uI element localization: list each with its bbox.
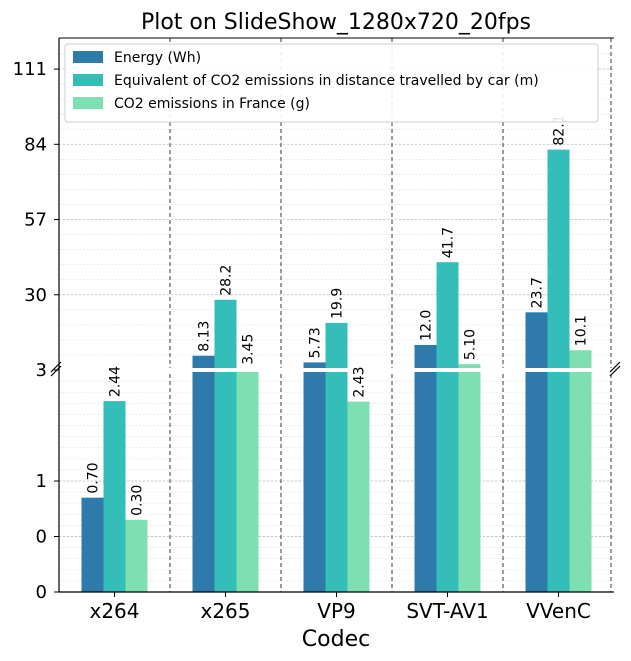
legend-label: Energy (Wh) (114, 50, 201, 66)
data-label: 12.0 (419, 310, 435, 341)
data-label: 3.45 (241, 334, 257, 365)
data-label: 5.73 (308, 327, 324, 358)
break-band (53, 368, 620, 372)
y-tick-label: 84 (24, 134, 47, 155)
data-label: 19.9 (330, 288, 346, 319)
bar (303, 362, 326, 592)
category-labels: x264 x265 VP9 SVT-AV1 VVenC (89, 599, 590, 623)
x-axis-title: Codec (302, 627, 370, 652)
category-label: x264 (89, 599, 139, 623)
bar (236, 368, 259, 592)
legend-swatch (73, 97, 103, 109)
data-label: 23.7 (530, 277, 546, 308)
data-label: 41.7 (441, 227, 457, 258)
data-label: 2.43 (352, 366, 368, 397)
y-tick-label: 30 (24, 285, 47, 306)
legend: Energy (Wh) Equivalent of CO2 emissions i… (64, 43, 599, 123)
y-tick-label: 0 (36, 527, 47, 548)
bar (103, 401, 126, 592)
bar (81, 497, 104, 592)
data-label: 0.30 (130, 485, 146, 516)
bar (436, 262, 459, 592)
y-tick-label: 0 (36, 582, 47, 603)
data-label: 5.10 (463, 329, 479, 360)
bars (81, 149, 592, 592)
category-separators (169, 38, 612, 592)
category-label: VP9 (317, 599, 355, 623)
chart-title: Plot on SlideShow_1280x720_20fps (141, 10, 531, 35)
break-mark (609, 361, 621, 373)
bar (214, 299, 237, 592)
break-mark (609, 365, 621, 377)
bar (125, 519, 148, 592)
bar (569, 350, 592, 592)
bar (192, 355, 215, 592)
tick-labels: 0 0 1 3 30 57 84 111 (13, 59, 47, 603)
y-tick-label: 111 (13, 59, 47, 80)
category-label: VVenC (526, 599, 591, 623)
y-tick-label: 3 (36, 360, 47, 381)
category-label: x265 (200, 599, 250, 623)
data-label: 0.70 (86, 462, 102, 493)
bar (414, 344, 437, 592)
bar (458, 364, 481, 592)
legend-swatch (73, 51, 103, 63)
data-label: 10.1 (574, 315, 590, 346)
bar (325, 322, 348, 592)
legend-label: Equivalent of CO2 emissions in distance … (114, 73, 539, 89)
data-label: 28.2 (219, 265, 235, 296)
bar (347, 401, 370, 592)
axes (54, 37, 614, 597)
legend-swatch (73, 74, 103, 86)
category-label: SVT-AV1 (406, 599, 488, 623)
y-tick-label: 57 (24, 210, 47, 231)
legend-box (64, 43, 599, 123)
data-label: 8.13 (197, 321, 213, 352)
data-label: 2.44 (108, 366, 124, 397)
y-tick-label: 1 (36, 471, 47, 492)
bar (525, 312, 548, 592)
legend-label: CO2 emissions in France (g) (114, 96, 310, 112)
